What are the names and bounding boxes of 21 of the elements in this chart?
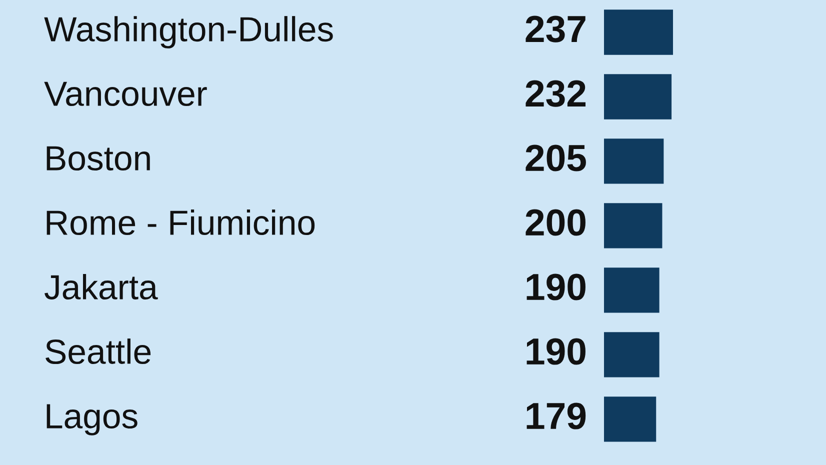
bar	[604, 396, 656, 442]
bar	[604, 10, 673, 55]
bar	[604, 268, 660, 313]
data-label: 190	[526, 274, 586, 300]
y-tick-label: Boston	[46, 146, 150, 171]
bar	[604, 203, 662, 248]
bar	[604, 332, 660, 378]
data-label: 190	[526, 338, 586, 365]
y-tick-label: Lagos	[46, 404, 138, 436]
data-label: 232	[526, 80, 586, 107]
data-label: 237	[526, 16, 586, 42]
data-label: 200	[526, 209, 586, 236]
y-tick-label: Rome - Fiumicino	[46, 210, 315, 236]
y-tick-label: Seattle	[46, 338, 151, 364]
bar	[604, 74, 672, 120]
bar	[604, 138, 664, 184]
y-tick-label: Washington-Dulles	[44, 16, 333, 48]
y-tick-label: Vancouver	[44, 82, 207, 106]
data-label: 205	[526, 144, 586, 172]
data-label: 179	[526, 402, 586, 430]
y-tick-label: Jakarta	[44, 274, 158, 300]
